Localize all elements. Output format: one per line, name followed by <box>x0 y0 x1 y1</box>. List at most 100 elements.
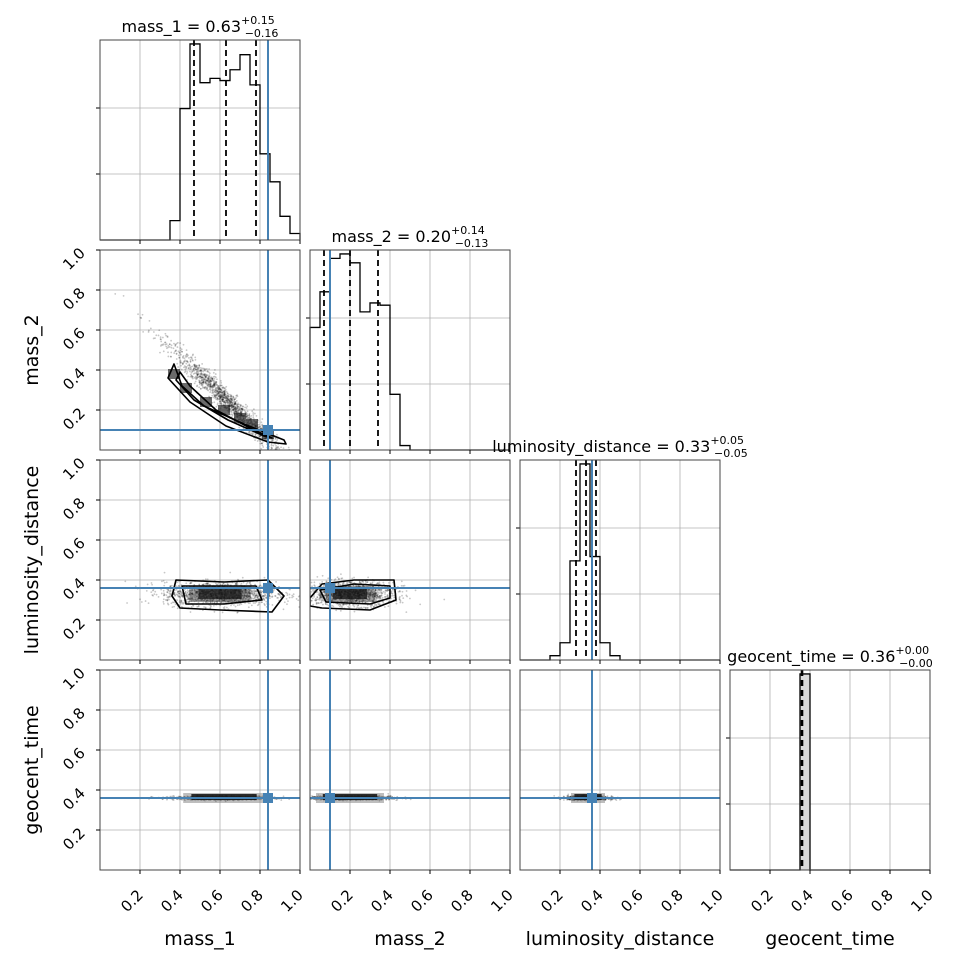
sample-point <box>215 394 218 397</box>
sample-point <box>230 394 233 397</box>
sample-point <box>201 379 203 381</box>
sample-point <box>224 401 227 404</box>
sample-point <box>204 382 206 384</box>
sample-point <box>262 597 265 600</box>
sample-point <box>207 601 209 604</box>
sample-point <box>227 394 230 396</box>
sample-point <box>161 336 164 339</box>
sample-point <box>221 599 224 601</box>
sample-point <box>196 590 199 593</box>
sample-point <box>259 440 262 443</box>
sample-point <box>180 599 183 602</box>
sample-point <box>255 594 258 597</box>
sample-point <box>279 453 281 455</box>
sample-point <box>202 370 205 373</box>
sample-point <box>144 600 147 602</box>
sample-point <box>162 343 165 346</box>
sample-point <box>277 445 279 448</box>
sample-point <box>173 605 176 608</box>
sample-point <box>189 370 191 373</box>
sample-point <box>201 383 203 386</box>
sample-point <box>247 592 249 595</box>
sample-point <box>223 390 226 393</box>
sample-point <box>244 591 247 594</box>
sample-point <box>245 583 248 585</box>
sample-point <box>216 393 219 395</box>
sample-point <box>257 598 260 600</box>
sample-point <box>220 391 223 394</box>
sample-point <box>279 451 281 453</box>
sample-point <box>177 591 179 593</box>
sample-point <box>204 376 207 379</box>
sample-point <box>214 383 216 386</box>
sample-point <box>257 596 259 599</box>
sample-point <box>219 395 222 398</box>
sample-point <box>183 360 185 363</box>
sample-point <box>189 368 191 371</box>
sample-point <box>203 386 206 389</box>
sample-point <box>231 403 234 405</box>
sample-point <box>229 601 232 603</box>
sample-point <box>230 409 233 412</box>
sample-point <box>222 394 225 397</box>
sample-point <box>248 413 251 415</box>
sample-point <box>212 385 215 388</box>
sample-point <box>206 386 209 389</box>
sample-point <box>237 599 240 602</box>
sample-point <box>222 599 225 602</box>
sample-point <box>238 426 241 429</box>
sample-point <box>220 402 223 404</box>
sample-point <box>210 380 212 383</box>
sample-point <box>200 369 202 372</box>
sample-point <box>248 592 251 595</box>
sample-point <box>218 391 221 394</box>
sample-point <box>189 592 191 595</box>
sample-point <box>248 430 251 433</box>
histogram-luminosity_distance <box>520 463 720 661</box>
sample-point <box>207 377 210 380</box>
sample-point <box>260 601 263 604</box>
sample-point <box>194 356 197 359</box>
sample-point <box>306 587 308 589</box>
sample-point <box>321 574 324 577</box>
sample-point <box>228 400 231 403</box>
sample-point <box>185 360 188 362</box>
sample-point <box>218 387 221 390</box>
sample-point <box>245 591 248 593</box>
sample-point <box>207 380 210 383</box>
sample-point <box>218 392 220 395</box>
sample-point <box>202 379 205 381</box>
sample-point <box>230 404 233 407</box>
sample-point <box>279 596 282 599</box>
sample-point <box>236 403 239 406</box>
sample-point <box>271 447 273 450</box>
sample-point <box>224 397 226 400</box>
sample-point <box>330 594 333 597</box>
sample-point <box>319 582 321 585</box>
sample-point <box>216 396 219 399</box>
sample-point <box>232 396 235 398</box>
sample-point <box>223 394 226 397</box>
sample-point <box>230 404 233 407</box>
sample-point <box>250 592 253 595</box>
sample-point <box>225 397 228 400</box>
sample-point <box>163 571 166 574</box>
sample-point <box>248 432 251 435</box>
sample-point <box>226 399 229 402</box>
sample-point <box>183 371 186 374</box>
sample-point <box>285 591 288 594</box>
sample-point <box>242 596 245 599</box>
sample-point <box>277 592 280 595</box>
sample-point <box>175 353 178 355</box>
sample-point <box>221 400 224 403</box>
sample-point <box>197 593 199 596</box>
sample-point <box>314 597 317 600</box>
sample-point <box>257 423 260 426</box>
sample-point <box>353 605 356 608</box>
sample-point <box>214 391 217 394</box>
sample-point <box>184 368 187 371</box>
sample-point <box>193 595 195 597</box>
sample-point <box>376 594 379 597</box>
sample-point <box>191 375 194 378</box>
